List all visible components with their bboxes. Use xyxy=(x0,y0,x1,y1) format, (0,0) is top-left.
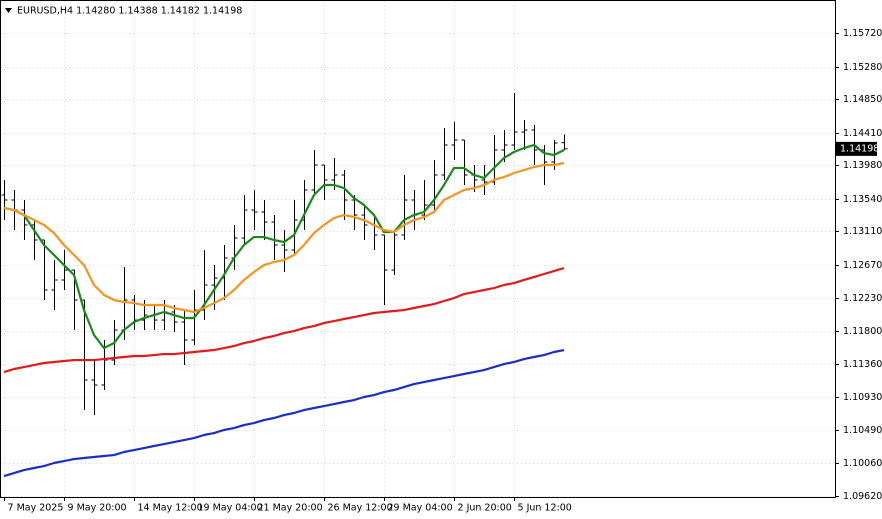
y-tick-label: 1.14850 xyxy=(843,94,882,105)
ma-line xyxy=(3,143,565,350)
x-tick-label: 29 May 04:00 xyxy=(388,503,453,514)
plot-frame xyxy=(0,0,836,498)
y-tick-label: 1.11360 xyxy=(843,359,882,370)
y-tick-label: 1.13540 xyxy=(843,194,882,205)
y-tick-label: 1.13980 xyxy=(843,160,882,171)
y-tick-label: 1.12670 xyxy=(843,260,882,271)
chart-title: EURUSD,H4 1.14280 1.14388 1.14182 1.1419… xyxy=(17,6,242,17)
x-tick-label: 21 May 20:00 xyxy=(258,503,323,514)
y-tick-label: 1.13110 xyxy=(843,226,882,237)
x-tick-label: 5 Jun 12:00 xyxy=(518,503,572,514)
ma-line xyxy=(3,348,565,478)
y-tick-label: 1.12230 xyxy=(843,293,882,304)
y-tick-label: 1.10930 xyxy=(843,392,882,403)
y-tick-label: 1.10490 xyxy=(843,425,882,436)
menu-icon[interactable] xyxy=(5,8,12,13)
price-label: 1.14198 xyxy=(840,143,879,154)
x-tick-label: 19 May 04:00 xyxy=(198,503,263,514)
y-tick-label: 1.09620 xyxy=(843,491,882,502)
y-tick-label: 1.14410 xyxy=(843,128,882,139)
y-tick-label: 1.15280 xyxy=(843,62,882,73)
x-tick-label: 2 Jun 20:00 xyxy=(458,503,512,514)
ma-line xyxy=(3,266,565,374)
x-tick-label: 14 May 12:00 xyxy=(138,503,203,514)
ma-line xyxy=(3,161,565,314)
y-tick-label: 1.15720 xyxy=(843,28,882,39)
x-tick-label: 26 May 12:00 xyxy=(328,503,393,514)
y-tick-label: 1.11800 xyxy=(843,326,882,337)
x-tick-label: 7 May 2025 xyxy=(8,503,64,514)
x-tick-label: 9 May 20:00 xyxy=(68,503,127,514)
price-label-box xyxy=(836,141,877,156)
y-tick-label: 1.10060 xyxy=(843,458,882,469)
